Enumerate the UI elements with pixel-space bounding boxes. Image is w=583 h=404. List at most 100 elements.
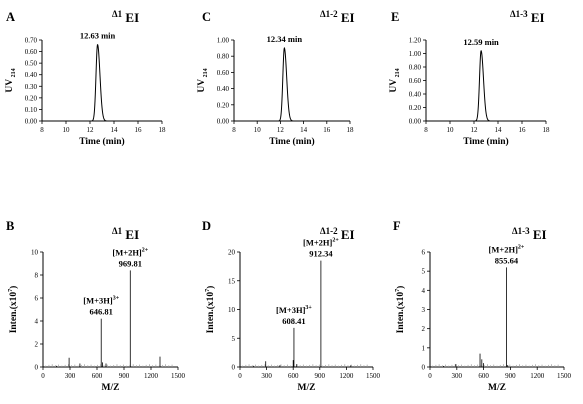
panel-b-y-tick-label: 8: [35, 272, 39, 280]
panel-c-y-tick-label: 0.20: [217, 101, 230, 109]
panel-c-x-tick-label: 12: [277, 126, 285, 134]
panel-e-y-title: UV 214: [389, 68, 401, 92]
panel-d-mz-label: 912.34: [309, 249, 333, 259]
panel-f-y-tick-label: 4: [422, 287, 426, 295]
panel-d-y-tick-label: 0: [232, 364, 236, 372]
panel-b-ion-name: [M+3H]: [83, 296, 113, 306]
panel-c-y-title-main: UV: [197, 79, 207, 93]
panel-c-x-tick-label: 18: [347, 126, 355, 134]
panel-d-ion-name: [M+2H]: [303, 238, 333, 248]
panel-d-y-title-main: Inten.(x10: [205, 292, 216, 334]
panel-d-mz-label: 608.41: [282, 316, 305, 326]
panel-c-x-tick-label: 16: [323, 126, 331, 134]
panel-b-x-tick-label: 1500: [171, 372, 186, 380]
panel-a-x-tick-label: 10: [63, 126, 71, 134]
panel-a-y-title-sub: 214: [11, 68, 17, 79]
panel-f-mz-label: 855.64: [495, 255, 519, 265]
panel-a-y-tick-label: 0.10: [25, 106, 38, 114]
panel-f-y-title-main: Inten.(x10: [395, 292, 406, 334]
panel-a-y-tick-label: 0.60: [25, 48, 38, 56]
panel-a-y-tick-label: 0.30: [25, 83, 38, 91]
panel-e-title: Δ1-3 EI: [510, 9, 545, 25]
panel-a-x-title: Time (min): [79, 136, 124, 147]
panel-d-y-title: Inten.(x107): [205, 286, 216, 334]
panel-a-y-title-main: UV: [5, 79, 15, 93]
panel-f-y-tick-label: 1: [422, 344, 426, 352]
panel-d-y-title-sup: 7: [205, 289, 211, 292]
panel-b-y-tick-label: 10: [31, 249, 39, 257]
panel-f-x-title: M/Z: [488, 383, 506, 393]
panel-f-y-title-end: ): [395, 286, 406, 289]
panel-d-x-tick-label: 0: [238, 372, 242, 380]
panel-b-y-title-end: ): [8, 286, 19, 289]
panel-d-ion-label: [M+2H]2+: [303, 238, 339, 248]
panel-a-y-title: UV 214: [5, 68, 17, 92]
panel-b-x-title: M/Z: [102, 383, 120, 393]
panel-b-y-title: Inten.(x107): [8, 286, 19, 334]
panel-b-letter: B: [6, 219, 14, 233]
panel-c-y-tick-label: 0.60: [217, 69, 230, 77]
panel-b-ion-charge: 2+: [142, 247, 149, 253]
panel-b-x-tick-label: 0: [41, 372, 45, 380]
panel-c-letter: C: [202, 10, 211, 24]
panel-a-title-main: Δ1: [112, 9, 123, 19]
panel-b-y-tick-label: 2: [35, 341, 39, 349]
panel-b-title-main: Δ1: [112, 226, 123, 236]
panel-f-title-main: Δ1-3: [512, 226, 530, 236]
panel-d-y-tick-label: 15: [228, 277, 236, 285]
panel-f-title: Δ1-3 EI: [512, 226, 547, 242]
panel-f-y-tick-label: 5: [422, 268, 426, 276]
panel-b-ion-name: [M+2H]: [112, 247, 142, 257]
panel-b-mz-label: 646.81: [90, 307, 113, 317]
panel-e-x-tick-label: 14: [495, 126, 503, 134]
panel-e-y-tick-label: 0.60: [409, 77, 422, 85]
panel-f-x-tick-label: 1500: [557, 372, 572, 380]
panel-f-y-title-sup: 7: [395, 289, 401, 292]
panel-f-y-tick-label: 3: [422, 306, 426, 314]
panel-c-title-main: Δ1-2: [320, 9, 338, 19]
panel-e-y-tick-label: 1.20: [409, 37, 422, 45]
panel-f-x-tick-label: 0: [428, 372, 432, 380]
panel-a-title-tag: EI: [122, 10, 139, 25]
panel-c-peak-label: 12.34 min: [267, 34, 303, 44]
panel-a-y-tick-label: 0.40: [25, 71, 38, 79]
panel-e-letter: E: [391, 10, 399, 24]
panel-c-y-tick-label: 1.00: [217, 37, 230, 45]
panel-e-x-tick-label: 12: [471, 126, 479, 134]
panel-d-title-tag: EI: [338, 227, 355, 242]
panel-f-y-tick-label: 6: [422, 249, 426, 257]
panel-b-title-tag: EI: [122, 227, 139, 242]
panel-c-chromatogram-trace: [234, 46, 350, 122]
panel-d-ion-charge: 2+: [332, 238, 339, 244]
panel-f-x-tick-label: 900: [505, 372, 516, 380]
panel-a-title: Δ1 EI: [112, 9, 139, 25]
panel-e-y-tick-label: 0.40: [409, 91, 422, 99]
panel-b-x-tick-label: 1200: [144, 372, 159, 380]
panel-d-ion-name: [M+3H]: [276, 305, 306, 315]
panel-e-x-tick-label: 10: [447, 126, 455, 134]
panel-a-y-tick-label: 0.50: [25, 60, 38, 68]
panel-c-y-tick-label: 0.80: [217, 53, 230, 61]
panel-f-x-tick-label: 300: [452, 372, 463, 380]
panel-a-y-tick-label: 0.70: [25, 37, 38, 45]
panel-d-letter: D: [202, 219, 211, 233]
panel-d-x-title: M/Z: [298, 383, 316, 393]
panel-b-y-title-sup: 7: [8, 289, 14, 292]
panel-e-peak-label: 12.59 min: [463, 37, 499, 47]
panel-a-chromatogram-trace: [42, 43, 162, 122]
panel-b-x-tick-label: 300: [65, 372, 76, 380]
panel-d-x-tick-label: 1500: [366, 372, 381, 380]
panel-a-x-tick-label: 12: [87, 126, 95, 134]
panel-e-x-tick-label: 18: [543, 126, 551, 134]
panel-e-chromatogram-trace: [426, 50, 546, 122]
panel-a-letter: A: [6, 10, 15, 24]
panel-e-y-tick-label: 1.00: [409, 50, 422, 58]
panel-b-y-tick-label: 6: [35, 295, 39, 303]
panel-a-peak-label: 12.63 min: [80, 31, 116, 41]
panel-f-x-tick-label: 1200: [530, 372, 545, 380]
panel-d-y-tick-label: 5: [232, 335, 236, 343]
panel-b-y-title-main: Inten.(x10: [8, 292, 19, 334]
panel-b-ion-label: [M+2H]2+: [112, 247, 148, 257]
panel-f-y-title: Inten.(x107): [395, 286, 406, 334]
